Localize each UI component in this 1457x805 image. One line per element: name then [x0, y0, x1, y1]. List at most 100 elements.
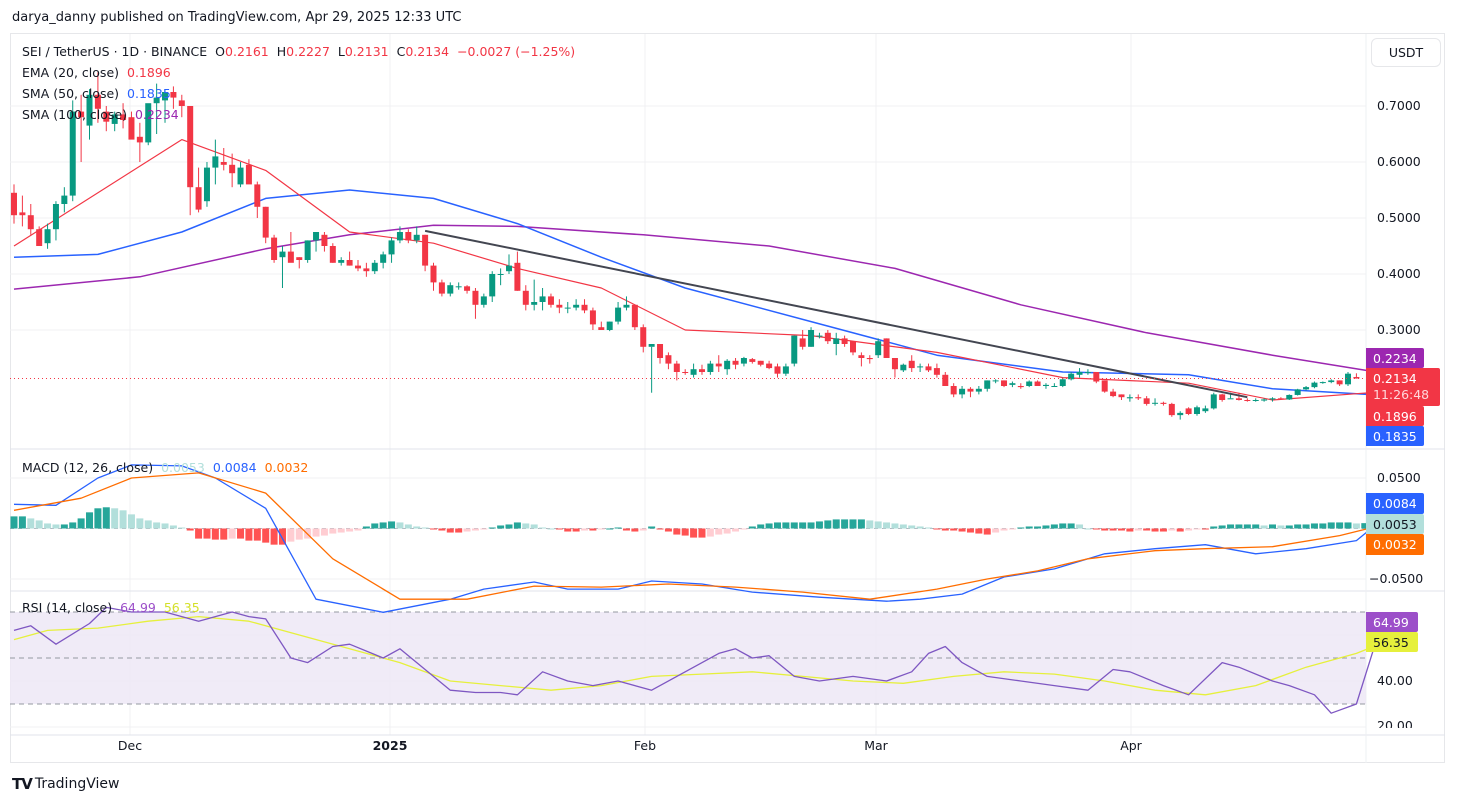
macd-histogram-bar — [832, 519, 840, 529]
candle — [1219, 393, 1226, 402]
candle — [61, 187, 68, 213]
price-change: −0.0027 (−1.25%) — [457, 44, 576, 59]
candle-body — [984, 380, 991, 389]
macd-histogram-bar — [186, 528, 194, 531]
candle-body — [86, 94, 93, 126]
macd-histogram-bar — [463, 528, 471, 532]
macd-histogram-bar — [488, 527, 496, 529]
macd-histogram-bar — [178, 527, 186, 529]
candle-body — [841, 338, 848, 344]
macd-histogram-bar — [1076, 524, 1084, 529]
candle — [1126, 394, 1133, 402]
candle-body — [346, 260, 353, 266]
candle-body — [506, 265, 513, 272]
macd-histogram-bar — [404, 524, 412, 529]
candle-body — [11, 192, 17, 216]
rsi-legend[interactable]: RSI (14, close) 64.99 56.35 — [22, 600, 204, 615]
macd-histogram-bar — [111, 508, 119, 529]
candle — [1319, 381, 1326, 384]
price-tick: 0.5000 — [1377, 210, 1421, 225]
candle — [1059, 377, 1066, 388]
macd-histogram-bar — [606, 528, 614, 530]
macd-histogram-bar — [782, 522, 790, 529]
candle-body — [1319, 382, 1326, 384]
candle — [1101, 380, 1108, 393]
candle — [44, 223, 51, 249]
macd-histogram-bar — [564, 528, 572, 532]
candle — [405, 229, 412, 244]
macd-histogram-bar — [1344, 522, 1352, 529]
candle — [808, 327, 815, 347]
macd-legend[interactable]: MACD (12, 26, close) 0.0053 0.0084 0.003… — [22, 460, 312, 475]
macd-histogram-bar — [1260, 525, 1268, 529]
candle-body — [522, 290, 529, 305]
candle — [925, 363, 932, 372]
macd-histogram-bar — [799, 522, 807, 529]
candle — [464, 285, 471, 294]
macd-histogram-bar — [438, 528, 446, 531]
macd-histogram-bar — [539, 527, 547, 529]
candle — [917, 363, 924, 372]
candle-body — [438, 282, 445, 294]
candle-body — [824, 332, 831, 342]
macd-histogram-bar — [1000, 528, 1008, 531]
candle — [1303, 386, 1310, 391]
candle-body — [782, 366, 789, 374]
candle — [690, 363, 697, 378]
candle-body — [1118, 394, 1125, 398]
macd-histogram-bar — [379, 522, 387, 529]
candle — [422, 234, 429, 272]
macd-histogram-bar — [262, 528, 270, 543]
macd-histogram-bar — [1109, 528, 1117, 531]
candle-body — [732, 360, 739, 365]
candle-body — [833, 338, 840, 344]
candle-body — [153, 97, 160, 104]
candle-body — [766, 363, 773, 369]
macd-histogram-bar — [1025, 526, 1033, 529]
rsi-tag: 64.99 — [1366, 612, 1418, 632]
candle — [841, 335, 848, 347]
candle-body — [371, 262, 378, 272]
candle — [11, 184, 17, 224]
candle — [1261, 398, 1268, 402]
currency-button[interactable]: USDT — [1371, 38, 1441, 67]
candle-body — [1227, 398, 1234, 400]
candle-body — [673, 363, 680, 372]
candle-body — [187, 106, 194, 188]
candle — [371, 260, 378, 274]
macd-histogram-bar — [1252, 524, 1260, 529]
candle — [455, 282, 462, 290]
candle — [1051, 383, 1058, 387]
macd-histogram-bar — [715, 528, 723, 535]
macd-histogram-bar — [337, 528, 345, 533]
candle-body — [447, 285, 454, 294]
macd-histogram-bar — [866, 520, 874, 529]
macd-histogram-bar — [581, 528, 589, 531]
tradingview-logo[interactable]: TV TradingView — [12, 775, 119, 793]
candle — [86, 89, 93, 140]
candle — [1294, 388, 1301, 396]
candle-body — [413, 234, 420, 241]
candle — [1336, 380, 1343, 386]
symbol-label[interactable]: SEI / TetherUS · 1D · BINANCE — [22, 44, 208, 59]
macd-histogram-bar — [228, 528, 236, 539]
candle-body — [1345, 373, 1352, 385]
candle — [52, 201, 59, 241]
candle-body — [1084, 372, 1091, 373]
candle-body — [657, 344, 664, 358]
sma50-legend[interactable]: SMA (50, close) 0.1835 — [22, 86, 175, 101]
candle-body — [933, 368, 940, 375]
macd-histogram-bar — [362, 526, 370, 529]
candle-body — [78, 111, 85, 118]
candle-body — [229, 164, 236, 174]
candle — [1286, 394, 1293, 400]
macd-histogram-bar — [329, 528, 337, 534]
candle — [187, 106, 194, 216]
macd-histogram-bar — [673, 528, 681, 535]
candle-body — [321, 234, 328, 246]
sma100-legend[interactable]: SMA (100, close) 0.2234 — [22, 107, 183, 122]
ema20-legend[interactable]: EMA (20, close) 0.1896 — [22, 65, 175, 80]
candle — [589, 307, 596, 330]
candle — [547, 293, 554, 308]
